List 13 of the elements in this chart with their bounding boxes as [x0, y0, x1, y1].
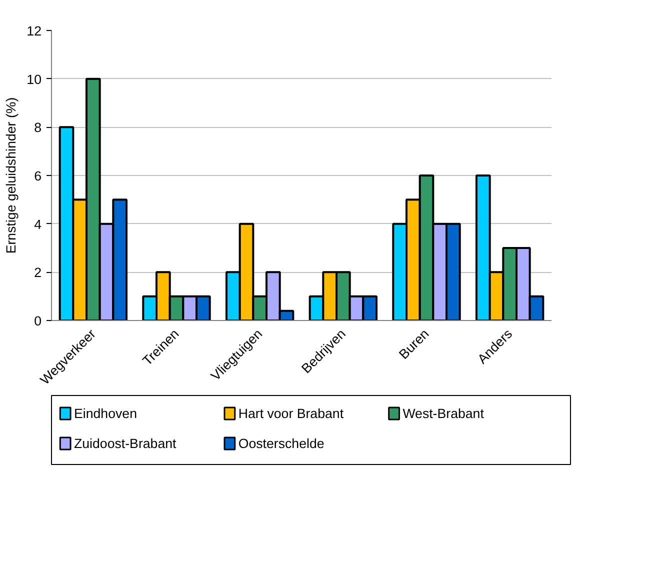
- y-tick-label: 2: [34, 265, 42, 280]
- y-axis-title: Ernstige geluidshinder (%): [4, 97, 19, 254]
- legend-label: Eindhoven: [74, 406, 137, 421]
- y-tick-label: 4: [34, 216, 42, 232]
- legend-label: Oosterschelde: [238, 436, 324, 451]
- y-tick-label: 6: [34, 168, 42, 184]
- legend-label: Zuidoost-Brabant: [74, 436, 177, 451]
- y-tick-label: 0: [34, 314, 42, 328]
- y-tick-label: 10: [26, 72, 42, 87]
- legend-label: West-Brabant: [402, 406, 484, 421]
- legend-label: Hart voor Brabant: [238, 406, 344, 421]
- y-tick-label: 8: [34, 120, 42, 136]
- y-tick-label: 12: [26, 24, 42, 38]
